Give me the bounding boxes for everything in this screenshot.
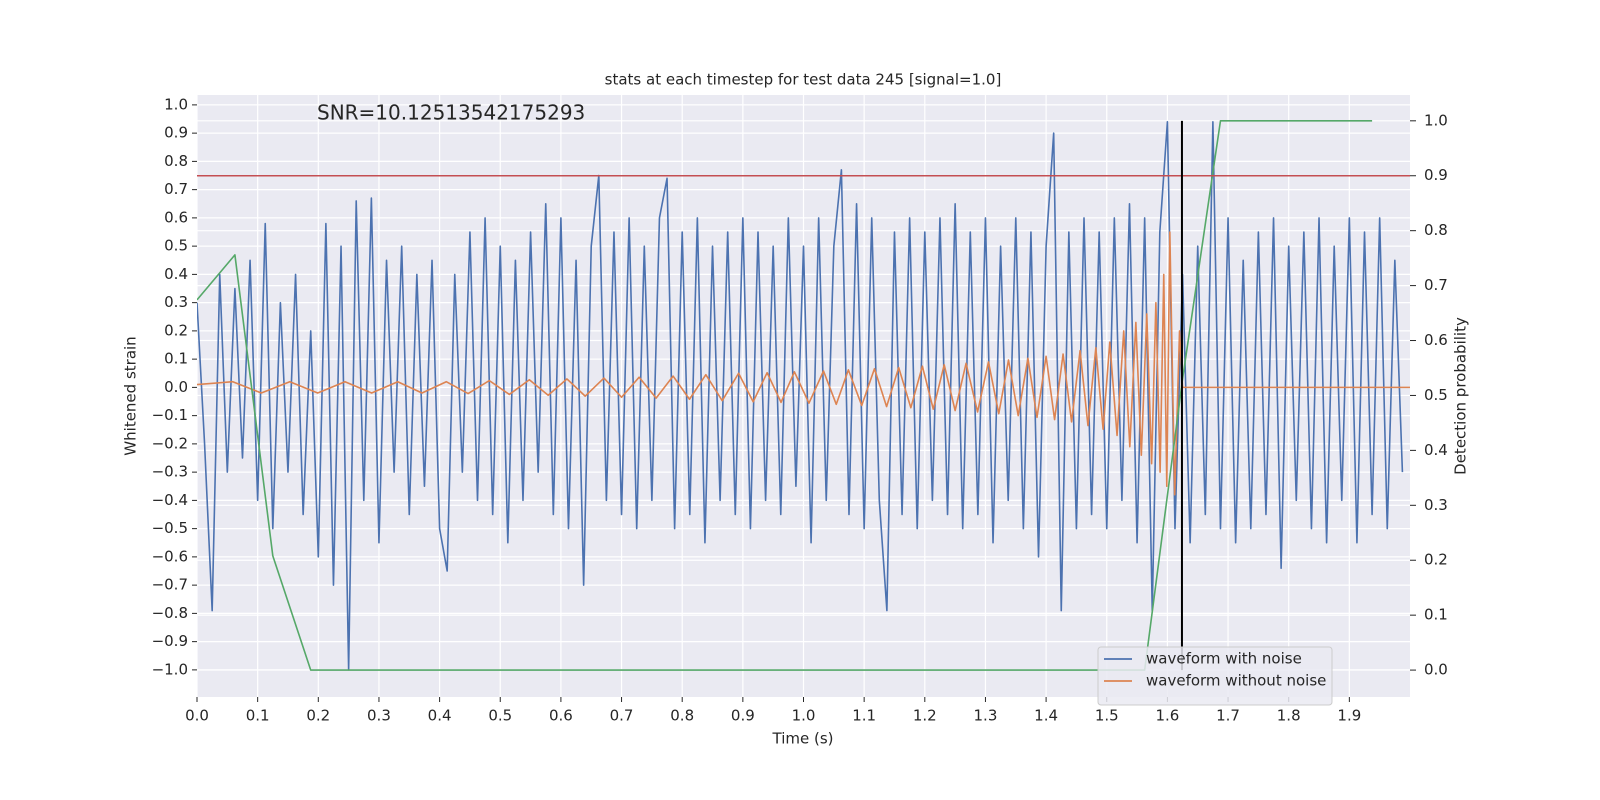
y2-tick-label: 0.1 [1424,606,1448,624]
x-tick-label: 1.0 [792,707,816,725]
x-tick-label: 0.1 [246,707,270,725]
grid [196,95,1410,697]
y2-axis-label: Detection probability [1452,317,1470,475]
y-tick-label: −0.1 [152,406,188,424]
annotation: SNR=10.12513542175293 [317,101,585,125]
x-tick-label: 1.1 [852,707,876,725]
chart-title: stats at each timestep for test data 245… [605,71,1002,89]
y-tick-label: 0.3 [164,293,188,311]
legend-label: waveform with noise [1146,650,1302,668]
x-tick-label: 1.7 [1216,707,1240,725]
y2-tick-label: 0.4 [1424,441,1448,459]
axes: 0.0 0.1 0.2 0.3 0.4 0.5 0.6 0.7 0.8 0.9 1.0 1.1 1.2 1… [152,95,1448,724]
y-tick-label: 1.0 [164,95,188,113]
x-tick-label: 0.8 [670,707,694,725]
y-tick-label: −0.4 [152,491,188,509]
y2-tick-label: 0.9 [1424,166,1448,184]
x-tick-label: 0.7 [610,707,634,725]
y-tick-label: −1.0 [152,660,188,678]
y-tick-label: 0.1 [164,350,188,368]
x-tick-label: 0.2 [306,707,330,725]
y2-tick-label: 0.2 [1424,551,1448,569]
y2-tick-label: 0.0 [1424,661,1448,679]
series-line [197,231,1410,496]
series-line [197,121,1404,671]
y-tick-label: −0.7 [152,576,188,594]
x-tick-label: 0.6 [549,707,573,725]
y-tick-label: −0.3 [152,463,188,481]
y-tick-label: 0.6 [164,208,188,226]
legend-label: waveform without noise [1146,672,1326,690]
y-tick-label: 0.0 [164,378,188,396]
y-tick-label: −0.5 [152,519,188,537]
x-axis-label: Time (s) [772,730,834,748]
y-tick-label: 0.7 [164,180,188,198]
x-tick-label: 0.9 [731,707,755,725]
y-tick-label: −0.8 [152,604,188,622]
y-tick-label: 0.2 [164,321,188,339]
x-tick-label: 1.3 [974,707,998,725]
y-tick-label: −0.9 [152,632,188,650]
series-line [197,120,1373,671]
x-tick-label: 1.6 [1155,707,1179,725]
legend-box [1097,646,1333,706]
marks [197,120,1410,671]
x-tick-label: 1.8 [1277,707,1301,725]
y2-tick-label: 0.3 [1424,496,1448,514]
x-tick-label: 0.5 [488,707,512,725]
x-tick-label: 1.5 [1095,707,1119,725]
y-tick-label: 0.5 [164,237,188,255]
y2-tick-label: 0.6 [1424,331,1448,349]
y-tick-label: −0.6 [152,547,188,565]
y-tick-label: 0.4 [164,265,188,283]
y-axis-label: Whitened strain [122,336,140,455]
y-tick-label: −0.2 [152,434,188,452]
x-tick-label: 1.4 [1034,707,1058,725]
y2-tick-label: 0.7 [1424,276,1448,294]
y2-tick-label: 1.0 [1424,111,1448,129]
y-tick-label: 0.9 [164,124,188,142]
x-tick-label: 0.0 [185,707,209,725]
x-tick-label: 1.2 [913,707,937,725]
x-tick-label: 1.9 [1337,707,1361,725]
y-tick-label: 0.8 [164,152,188,170]
y2-tick-label: 0.8 [1424,221,1448,239]
legend: waveform with noise waveform without nois… [1097,646,1333,706]
x-tick-label: 0.4 [428,707,452,725]
y2-tick-label: 0.5 [1424,386,1448,404]
x-tick-label: 0.3 [367,707,391,725]
